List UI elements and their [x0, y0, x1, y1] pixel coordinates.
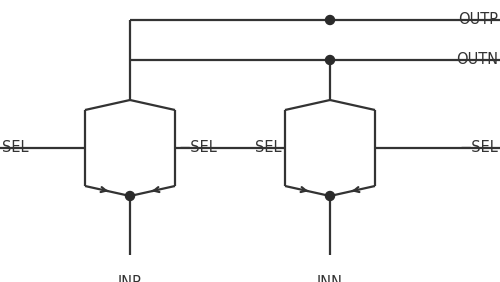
Text: INP: INP: [118, 275, 142, 282]
Text: INN: INN: [317, 275, 343, 282]
Text: −SEL: −SEL: [178, 140, 217, 155]
Text: OUTN: OUTN: [456, 52, 498, 67]
Circle shape: [126, 191, 134, 201]
Text: SEL: SEL: [256, 140, 282, 155]
Text: −SEL: −SEL: [459, 140, 498, 155]
Text: OUTP: OUTP: [458, 12, 498, 28]
Circle shape: [326, 56, 334, 65]
Text: SEL: SEL: [2, 140, 29, 155]
Circle shape: [326, 16, 334, 25]
Circle shape: [326, 191, 334, 201]
